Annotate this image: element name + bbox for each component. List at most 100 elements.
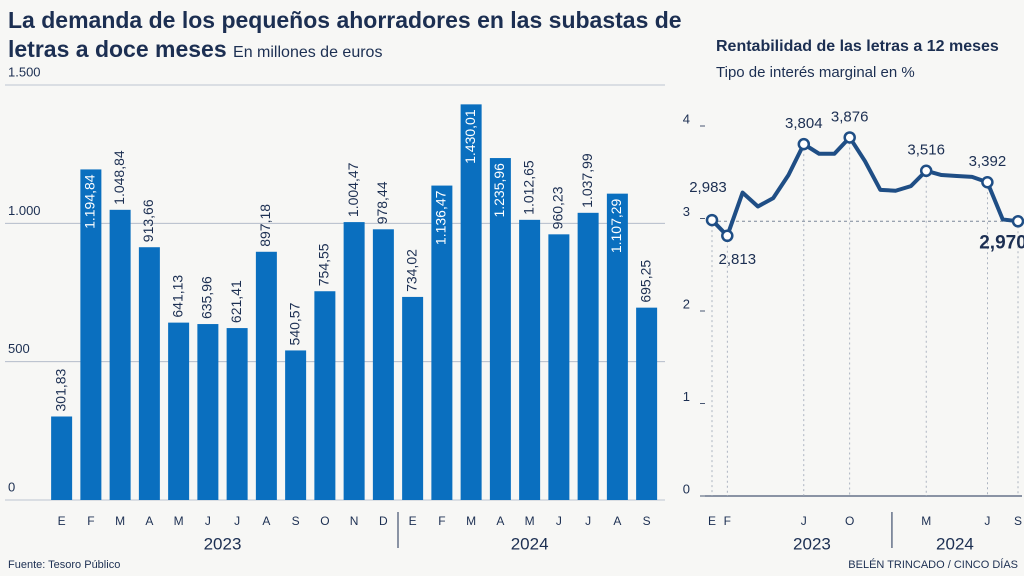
x-tick-label: F [438, 514, 445, 528]
y-tick-label: 1.500 [8, 64, 41, 79]
source: Fuente: Tesoro Público [8, 559, 121, 571]
bar [226, 328, 248, 500]
value-label: 3,392 [969, 153, 1007, 170]
bar [402, 296, 424, 500]
value-label: 897,18 [257, 204, 273, 247]
value-label: 540,57 [286, 302, 302, 345]
chart-title: La demanda de los pequeños ahorradores e… [8, 7, 682, 62]
value-label: 3,516 [907, 142, 945, 159]
y-tick-label: 3 [683, 204, 690, 219]
x-tick-label: J [556, 514, 562, 528]
bar [197, 324, 219, 500]
value-label: 695,25 [637, 260, 653, 303]
value-label: 734,02 [403, 249, 419, 292]
value-label: 1.012,65 [520, 160, 536, 215]
x-tick-label: E [708, 514, 716, 528]
y-tick-label: 0 [8, 479, 15, 494]
x-tick-label: S [1014, 514, 1022, 528]
x-tick-label: M [525, 514, 535, 528]
x-tick-label: J [984, 514, 990, 528]
x-tick-label: E [409, 514, 417, 528]
value-label: 641,13 [169, 275, 185, 318]
x-tick-label: J [585, 514, 591, 528]
chart-subtitle: Tipo de interés marginal en % [716, 64, 915, 81]
title-block: La demanda de los pequeños ahorradores e… [8, 6, 688, 67]
value-label: 301,83 [52, 368, 68, 411]
value-label: 2,970 [979, 232, 1024, 253]
bar [80, 169, 102, 500]
y-tick-label: 500 [8, 341, 30, 356]
x-tick-label: A [145, 514, 153, 528]
x-tick-label: N [350, 514, 359, 528]
year-label: 2023 [204, 534, 242, 553]
x-tick-label: O [845, 514, 854, 528]
marker [981, 175, 994, 189]
y-tick-label: 0 [683, 481, 690, 496]
bar [489, 158, 511, 500]
value-label: 635,96 [199, 276, 215, 319]
bar [51, 416, 73, 500]
year-label: 2023 [793, 534, 831, 553]
value-label: 1.004,47 [345, 162, 361, 217]
bar [343, 222, 365, 501]
line [710, 135, 1019, 238]
x-tick-label: O [320, 514, 329, 528]
bar [606, 193, 628, 500]
y-tick-label: 1.000 [8, 203, 41, 218]
marker [797, 137, 811, 151]
bar [577, 212, 599, 501]
value-label: 2,813 [719, 251, 757, 268]
value-label: 1.136,47 [433, 190, 449, 245]
x-tick-label: E [58, 514, 66, 528]
x-tick-label: D [379, 514, 388, 528]
year-label: 2024 [936, 534, 974, 553]
x-tick-label: M [115, 514, 125, 528]
y-tick-label: 4 [683, 111, 690, 126]
x-tick-label: S [292, 514, 300, 528]
value-label: 1.194,84 [82, 174, 98, 229]
bar [168, 322, 190, 500]
bar [460, 104, 482, 501]
bar [372, 229, 394, 500]
marker [919, 164, 933, 178]
bar [548, 234, 570, 500]
marker [843, 131, 856, 144]
bar [636, 307, 658, 500]
bar [255, 251, 277, 500]
marker [1011, 215, 1024, 228]
bar [431, 185, 453, 500]
value-label: 3,876 [831, 108, 869, 125]
x-tick-label: J [205, 514, 211, 528]
value-label: 754,55 [316, 243, 332, 286]
marker [721, 229, 734, 243]
value-label: 1.430,01 [462, 109, 478, 164]
x-tick-label: F [724, 514, 731, 528]
credit: BELÉN TRINCADO / CINCO DÍAS [848, 559, 1018, 571]
x-tick-label: J [234, 514, 240, 528]
value-label: 1.107,29 [608, 198, 624, 253]
value-label: 1.037,99 [579, 153, 595, 208]
bar [138, 247, 160, 500]
y-tick-label: 1 [683, 389, 690, 404]
x-tick-label: F [87, 514, 94, 528]
year-label: 2024 [511, 534, 549, 553]
x-tick-label: A [613, 514, 621, 528]
value-label: 960,23 [550, 186, 566, 229]
value-label: 621,41 [228, 280, 244, 323]
value-label: 2,983 [689, 179, 727, 196]
x-tick-label: A [262, 514, 270, 528]
x-tick-label: S [643, 514, 651, 528]
value-label: 913,66 [140, 199, 156, 242]
y-tick-label: 2 [683, 296, 690, 311]
x-tick-label: J [801, 514, 807, 528]
chart-title: Rentabilidad de las letras a 12 meses [716, 38, 999, 55]
x-tick-label: A [496, 514, 504, 528]
x-tick-label: M [174, 514, 184, 528]
value-label: 978,44 [374, 181, 390, 224]
value-label: 1.048,84 [111, 150, 127, 205]
bar [285, 350, 307, 500]
x-tick-label: M [466, 514, 476, 528]
marker [705, 213, 719, 227]
